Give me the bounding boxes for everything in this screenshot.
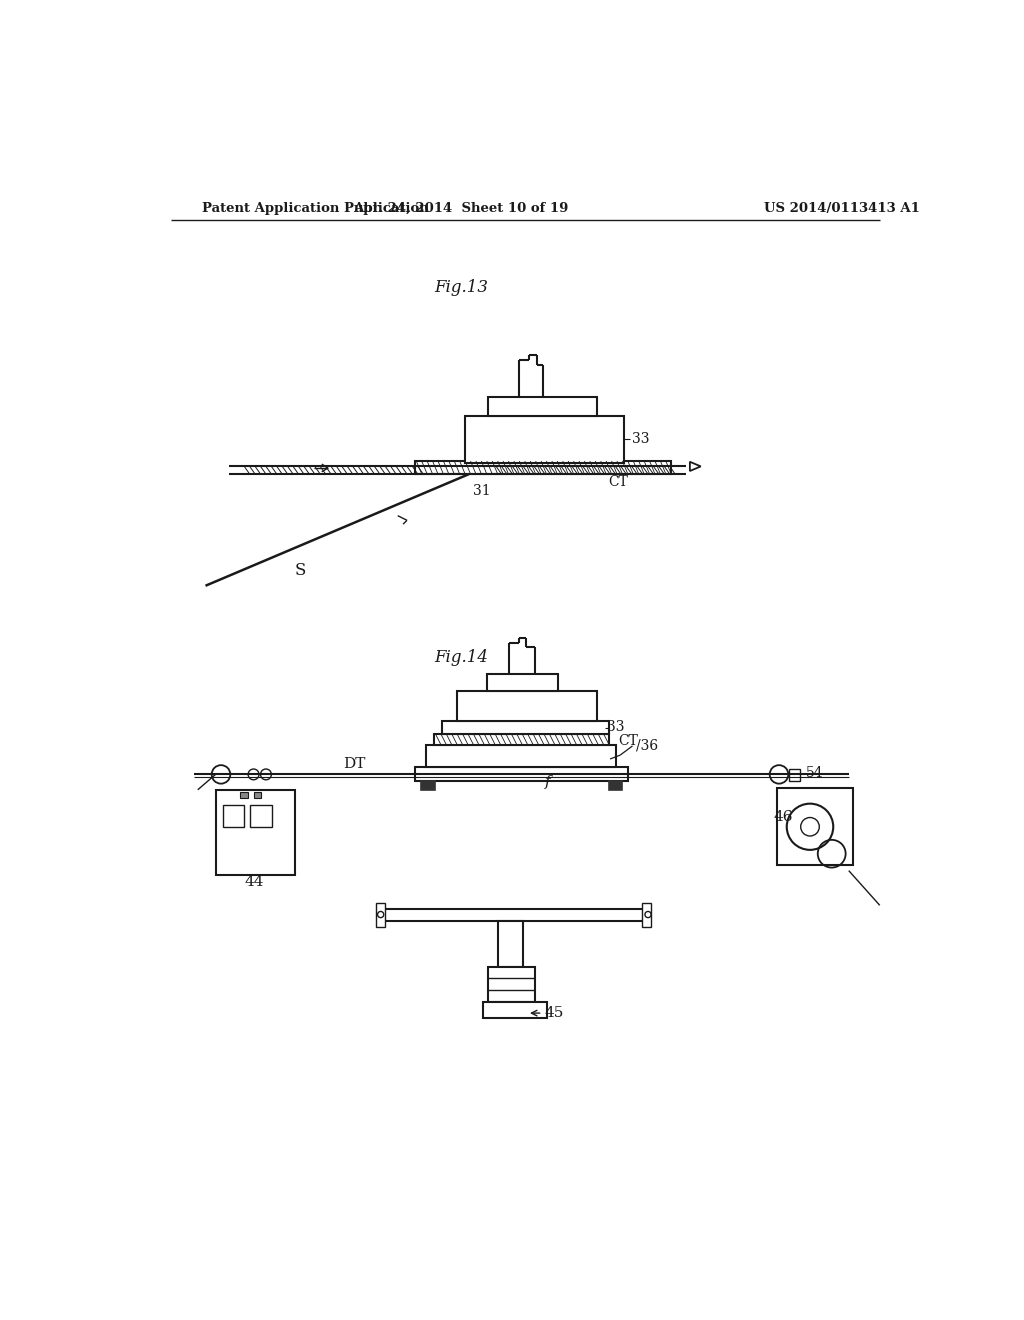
Bar [241,792,248,799]
Bar [384,909,643,921]
Bar [216,789,295,875]
Text: 44: 44 [245,875,264,890]
Bar [499,921,523,966]
Bar [642,903,651,927]
Text: Patent Application Publication: Patent Application Publication [202,202,428,215]
Bar [465,416,624,462]
Bar [415,461,671,474]
Text: Fig.13: Fig.13 [434,280,488,296]
Bar [458,692,597,721]
Text: 31: 31 [473,484,490,498]
Text: 46: 46 [773,809,793,824]
Bar [608,780,623,789]
Bar [376,903,385,927]
Bar [790,770,800,781]
Bar [488,968,535,1002]
Text: 33: 33 [607,719,625,734]
Bar [251,805,272,826]
Text: CT: CT [608,475,629,488]
Text: 45: 45 [544,1006,563,1020]
Bar [421,780,435,789]
Text: 33: 33 [632,433,649,446]
Bar [434,734,608,744]
Bar [442,721,608,734]
Bar [486,675,558,692]
Text: /36: /36 [636,739,657,752]
Text: Apr. 24, 2014  Sheet 10 of 19: Apr. 24, 2014 Sheet 10 of 19 [353,202,569,215]
Bar [488,397,597,416]
Text: S: S [295,562,306,579]
Text: US 2014/0113413 A1: US 2014/0113413 A1 [764,202,920,215]
Bar [415,767,628,780]
Text: Fig.14: Fig.14 [434,649,488,665]
Bar [777,788,853,866]
Bar [483,1002,547,1019]
Text: DT: DT [343,758,366,771]
Bar [426,744,616,767]
Text: 54: 54 [806,766,823,780]
Bar [222,805,245,826]
Text: f: f [545,775,551,789]
Text: CT: CT [617,734,638,747]
Bar [254,792,261,799]
